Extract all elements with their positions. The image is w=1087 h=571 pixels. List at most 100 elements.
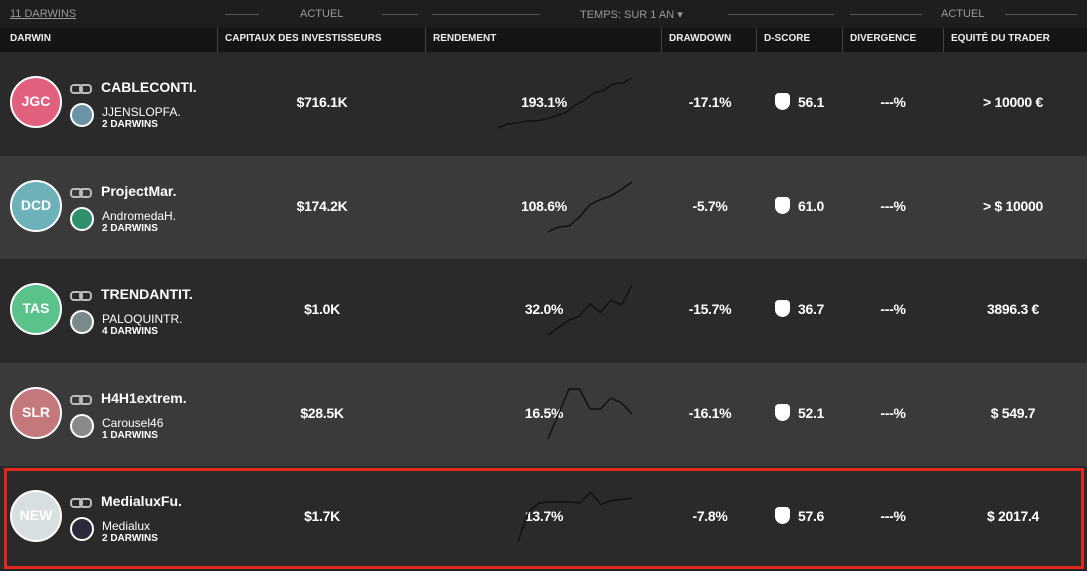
column-divider: [842, 28, 843, 52]
period-label[interactable]: TEMPS: SUR 1 AN: [580, 9, 675, 21]
link-icon: [79, 498, 92, 509]
divider: [382, 14, 418, 15]
column-title: EQUITÉ DU TRADER: [951, 33, 1050, 44]
dscore-icon: [775, 403, 790, 421]
darwin-count: 4 DARWINS: [102, 326, 158, 338]
column-divider: [217, 28, 218, 52]
darwin-row[interactable]: DCD ProjectMar. AndromedaH. 2 DARWINS $174.2…: [0, 155, 1087, 260]
trader-avatar: [70, 517, 94, 542]
darwin-count: 2 DARWINS: [102, 533, 158, 545]
dscore: 36.7: [797, 301, 825, 318]
darwin-count: 2 DARWINS: [102, 222, 158, 234]
column-divider: [943, 28, 944, 52]
darwin-name[interactable]: CABLECONTI.: [101, 79, 197, 95]
darwin-row[interactable]: SLR H4H1extrem. Carousel46 1 DARWINS $28.5K 1…: [0, 362, 1087, 467]
darwin-row[interactable]: JGC CABLECONTI. JJENSLOPFA. 2 DARWINS $716.1…: [0, 52, 1087, 156]
link-icon[interactable]: [70, 291, 83, 302]
drawdown: -15.7%: [688, 301, 732, 318]
darwin-name[interactable]: H4H1extrem.: [101, 389, 187, 406]
darwin-count: 2 DARWINS: [102, 119, 158, 130]
avatar-code: NEW: [19, 507, 53, 524]
drawdown: -5.7%: [692, 197, 728, 214]
selection-outline: [4, 468, 1084, 570]
avatar-code: DCD: [20, 196, 52, 213]
column-title: DIVERGENCE: [850, 33, 917, 44]
avatar[interactable]: [10, 76, 62, 128]
header-label: ACTUEL: [300, 8, 344, 20]
trader-avatar: [70, 310, 94, 335]
dscore-icon: [775, 196, 790, 214]
darwin-count: 1 DARWINS: [102, 429, 158, 441]
trader-name[interactable]: AndromedaH.: [102, 208, 177, 223]
link-icon: [79, 187, 92, 198]
dscore: 56.1: [797, 94, 825, 110]
sparkline: [547, 180, 633, 233]
divider: [728, 14, 834, 15]
dscore: 52.1: [797, 404, 825, 421]
return: 16.5%: [524, 404, 564, 421]
link-icon[interactable]: [70, 498, 83, 509]
sparkline: [547, 284, 633, 336]
avatar[interactable]: [10, 386, 62, 439]
column-title: DARWIN: [10, 33, 51, 44]
darwin-name[interactable]: ProjectMar.: [101, 182, 177, 199]
link-icon: [79, 394, 92, 405]
return: 193.1%: [521, 94, 567, 110]
divergence: ---%: [880, 301, 906, 318]
return: 32.0%: [524, 301, 564, 318]
darwin-row[interactable]: TAS TRENDANTIT. PALOQUINTR. 4 DARWINS $1.0K 3…: [0, 259, 1087, 364]
column-divider: [425, 28, 426, 52]
link-icon: [79, 84, 92, 94]
divergence: ---%: [880, 94, 906, 110]
column-header: [0, 28, 1087, 52]
avatar-code: JGC: [21, 93, 51, 109]
return: 13.7%: [524, 508, 564, 525]
divergence: ---%: [880, 404, 906, 421]
sparkline-path: [517, 491, 633, 543]
darwin-name[interactable]: MedialuxFu.: [101, 493, 182, 510]
column-title: D-SCORE: [764, 33, 811, 44]
column-title: RENDEMENT: [433, 33, 497, 44]
period-selector[interactable]: TEMPS: SUR 1 AN ▾: [580, 9, 683, 21]
drawdown: -17.1%: [688, 94, 732, 110]
divider: [850, 14, 922, 15]
avatar[interactable]: [10, 179, 62, 232]
divergence: ---%: [880, 508, 906, 525]
darwin-count[interactable]: 11 DARWINS: [10, 8, 77, 20]
trader-name[interactable]: PALOQUINTR.: [102, 312, 183, 327]
link-icon: [79, 291, 92, 302]
darwin-row[interactable]: NEW MedialuxFu. Medialux 2 DARWINS $1.7K 13.7…: [0, 466, 1087, 571]
sparkline-path: [547, 180, 633, 233]
divider: [1005, 14, 1077, 15]
capital: $716.1K: [296, 94, 348, 110]
sparkline-path: [547, 284, 633, 336]
link-icon[interactable]: [70, 187, 83, 198]
darwin-name[interactable]: TRENDANTIT.: [101, 286, 193, 303]
link-icon[interactable]: [70, 84, 83, 94]
divergence: ---%: [880, 197, 906, 214]
dscore-icon: [775, 300, 790, 318]
avatar[interactable]: [10, 283, 62, 336]
trader-name[interactable]: JJENSLOPFA.: [102, 105, 181, 119]
sparkline: [497, 77, 633, 129]
column-title: DRAWDOWN: [669, 33, 732, 44]
capital: $28.5K: [300, 404, 344, 421]
divider: [225, 14, 259, 15]
capital: $174.2K: [296, 197, 348, 214]
sparkline-path: [497, 77, 633, 129]
link-icon[interactable]: [70, 394, 83, 405]
trader-name[interactable]: Carousel46: [102, 415, 164, 430]
equity: $ 2017.4: [986, 508, 1040, 525]
sparkline-path: [547, 388, 633, 440]
dscore: 61.0: [797, 197, 825, 214]
avatar-code: SLR: [22, 403, 50, 420]
avatar[interactable]: [10, 490, 62, 543]
column-title: CAPITAUX DES INVESTISSEURS: [225, 33, 382, 44]
trader-avatar: [70, 206, 94, 231]
trader-name[interactable]: Medialux: [102, 519, 151, 534]
dscore: 57.6: [797, 508, 825, 525]
capital: $1.0K: [304, 301, 340, 318]
header-label: ACTUEL: [941, 8, 985, 20]
equity: $ 549.7: [990, 404, 1036, 421]
